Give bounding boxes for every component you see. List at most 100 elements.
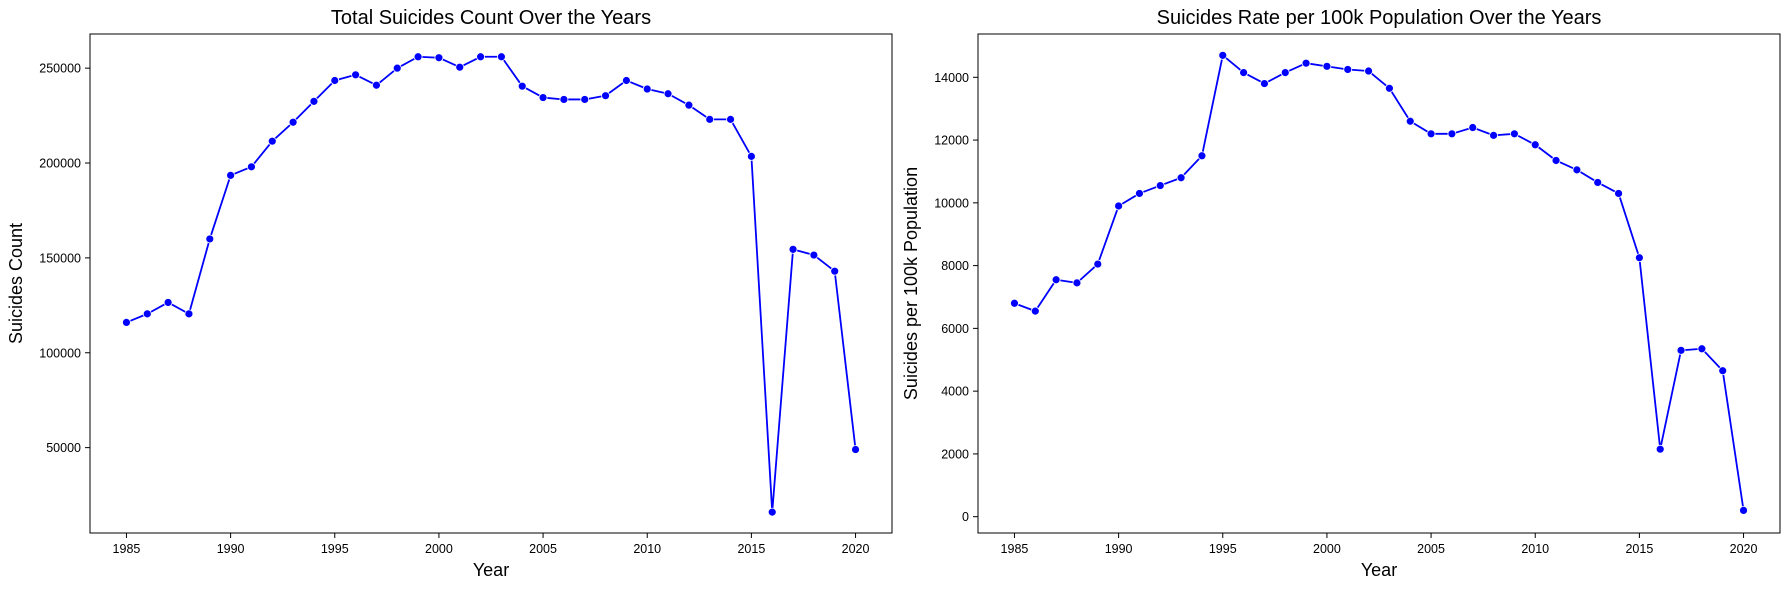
x-tick-label: 2005 xyxy=(529,542,557,556)
y-tick-label: 200000 xyxy=(39,157,81,171)
y-tick-label: 8000 xyxy=(941,259,969,273)
data-point xyxy=(1655,444,1665,454)
data-point xyxy=(622,76,631,85)
y-tick-label: 100000 xyxy=(39,346,81,360)
x-tick-label: 1990 xyxy=(1105,542,1133,556)
data-point xyxy=(1135,189,1144,198)
plot-frame xyxy=(977,33,1781,534)
data-point xyxy=(163,298,173,307)
y-tick-label: 12000 xyxy=(934,134,969,148)
series-line xyxy=(126,55,857,514)
y-tick-label: 150000 xyxy=(39,251,81,265)
data-point xyxy=(1530,140,1540,150)
data-point xyxy=(497,52,506,62)
data-point xyxy=(1010,298,1019,308)
data-point xyxy=(538,93,548,102)
data-point xyxy=(434,53,444,63)
data-point xyxy=(1718,366,1728,376)
data-point xyxy=(288,117,298,127)
data-point xyxy=(1676,345,1686,355)
x-tick-label: 1985 xyxy=(113,542,141,556)
data-point xyxy=(330,76,340,85)
plot-frame xyxy=(89,33,893,534)
data-point xyxy=(1551,156,1561,165)
x-axis-label: Year xyxy=(1361,560,1397,580)
data-point xyxy=(184,309,194,319)
x-tick-label: 2000 xyxy=(425,542,453,556)
data-point xyxy=(1572,165,1582,175)
x-tick-label: 2010 xyxy=(633,542,661,556)
chart-title: Total Suicides Count Over the Years xyxy=(331,7,651,29)
data-point xyxy=(830,266,840,276)
data-point xyxy=(663,89,673,99)
data-point xyxy=(788,244,798,254)
x-tick-label: 2015 xyxy=(1625,542,1653,556)
y-axis-label: Suicides per 100k Population xyxy=(901,167,921,400)
y-tick-label: 2000 xyxy=(941,447,969,461)
x-tick-label: 2010 xyxy=(1521,542,1549,556)
data-point xyxy=(351,70,360,80)
data-point xyxy=(1114,201,1124,211)
data-point xyxy=(1093,259,1103,269)
suicides-rate-chart: Suicides Rate per 100k Population Over t… xyxy=(901,7,1781,580)
data-point xyxy=(1405,116,1415,126)
data-point xyxy=(517,81,527,91)
data-point xyxy=(372,80,381,90)
data-point xyxy=(309,96,319,106)
data-point xyxy=(267,136,277,146)
data-point xyxy=(1510,129,1519,139)
data-point xyxy=(1697,344,1707,354)
data-point xyxy=(1197,151,1207,161)
x-tick-label: 1995 xyxy=(1209,542,1237,556)
data-point xyxy=(205,234,215,244)
data-point xyxy=(1739,506,1748,515)
data-point xyxy=(1155,181,1165,190)
chart-title: Suicides Rate per 100k Population Over t… xyxy=(1157,7,1602,29)
data-point xyxy=(767,507,777,517)
data-point xyxy=(809,250,819,260)
suicides-count-chart: Total Suicides Count Over the Years Year S… xyxy=(6,7,893,580)
y-tick-label: 250000 xyxy=(39,62,81,76)
data-point xyxy=(122,317,131,327)
data-point xyxy=(413,52,423,62)
y-tick-label: 14000 xyxy=(934,71,969,85)
y-tick-label: 0 xyxy=(962,510,969,524)
series-line xyxy=(1014,54,1745,511)
data-point xyxy=(1218,50,1228,60)
data-point xyxy=(1051,275,1061,285)
data-point xyxy=(1364,66,1373,76)
data-point xyxy=(1634,253,1644,263)
y-axis-label: Suicides Count xyxy=(6,223,26,344)
data-point xyxy=(476,52,485,62)
y-tick-label: 50000 xyxy=(46,441,81,455)
data-point xyxy=(1301,58,1311,68)
x-tick-label: 1990 xyxy=(217,542,245,556)
x-tick-label: 2005 xyxy=(1417,542,1445,556)
data-point xyxy=(684,100,694,110)
data-point xyxy=(392,63,402,73)
data-point xyxy=(247,162,256,172)
data-point xyxy=(1343,65,1353,74)
data-point xyxy=(1489,130,1498,140)
x-tick-label: 2000 xyxy=(1313,542,1341,556)
x-tick-label: 2020 xyxy=(842,542,870,556)
y-tick-label: 6000 xyxy=(941,322,969,336)
y-tick-label: 4000 xyxy=(941,385,969,399)
data-point xyxy=(601,91,610,101)
data-point xyxy=(642,84,652,94)
data-point xyxy=(1322,61,1332,71)
x-axis-label: Year xyxy=(473,560,509,580)
data-point xyxy=(580,95,590,104)
data-point xyxy=(142,309,152,319)
data-point xyxy=(559,95,569,104)
x-tick-label: 2015 xyxy=(737,542,765,556)
data-point xyxy=(1239,68,1248,78)
x-tick-label: 1995 xyxy=(321,542,349,556)
data-point xyxy=(1468,123,1478,132)
data-point xyxy=(705,114,715,124)
data-point xyxy=(1030,306,1040,316)
data-point xyxy=(1614,189,1623,198)
data-point xyxy=(1280,68,1290,78)
data-point xyxy=(1447,129,1457,139)
